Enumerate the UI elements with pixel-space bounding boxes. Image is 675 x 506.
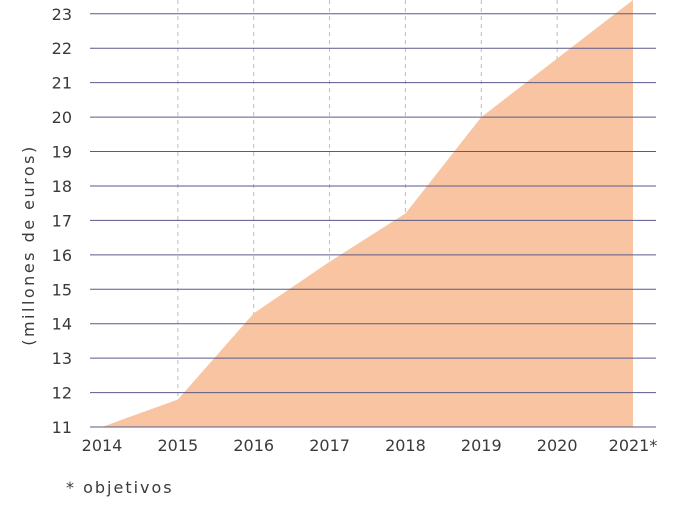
- y-tick-label: 17: [52, 211, 72, 230]
- x-tick-labels: 2014 2015 2016 2017 2018 2019 2020 2021*: [82, 436, 658, 455]
- y-tick-label: 16: [52, 246, 72, 265]
- y-axis-label: (millones de euros): [19, 144, 38, 346]
- x-tick-label: 2014: [82, 436, 123, 455]
- y-tick-label: 13: [52, 349, 72, 368]
- y-tick-label: 23: [52, 5, 72, 24]
- x-tick-label: 2018: [385, 436, 426, 455]
- x-tick-label: 2020: [537, 436, 578, 455]
- y-tick-label: 12: [52, 384, 72, 403]
- y-tick-label: 14: [52, 315, 72, 334]
- y-tick-label: 11: [52, 418, 72, 437]
- y-tick-label: 19: [52, 143, 72, 162]
- y-gridlines: [90, 13, 656, 428]
- x-tick-label: 2021*: [609, 436, 658, 455]
- y-tick-label: 20: [52, 108, 72, 127]
- y-tick-label: 18: [52, 177, 72, 196]
- x-tick-label: 2019: [461, 436, 502, 455]
- y-tick-labels: 11 12 13 14 15 16 17 18 19 20 21 22 23: [52, 5, 72, 437]
- y-tick-label: 22: [52, 39, 72, 58]
- y-tick-label: 15: [52, 280, 72, 299]
- x-tick-label: 2017: [309, 436, 350, 455]
- y-tick-label: 21: [52, 74, 72, 93]
- footnote: * objetivos: [66, 478, 174, 497]
- x-tick-label: 2015: [157, 436, 198, 455]
- x-tick-label: 2016: [233, 436, 274, 455]
- area-series: [102, 0, 633, 427]
